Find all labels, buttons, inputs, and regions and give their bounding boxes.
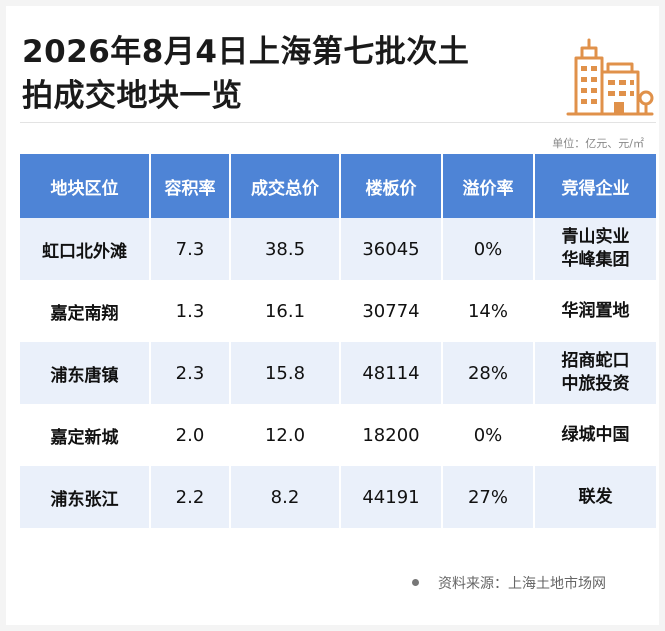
buildings-icon: [566, 38, 654, 116]
table-row: 虹口北外滩 7.3 38.5 36045 0% 青山实业 华峰集团: [20, 218, 656, 280]
header-location: 地块区位: [20, 154, 151, 218]
winner-name: 中旅投资: [561, 374, 630, 394]
title-line-2: 拍成交地块一览: [22, 78, 243, 114]
infographic-card: 2026年8月4日上海第七批次土 拍成交地块一览 单位: [6, 6, 659, 625]
winner-name: 华润置地: [561, 300, 630, 321]
cell-far: 2.0: [150, 404, 231, 466]
cell-winner: 绿城中国: [534, 404, 656, 466]
table-header-row: 地块区位 容积率 成交总价 楼板价 溢价率 竞得企业: [20, 154, 656, 218]
cell-premium: 0%: [442, 404, 535, 466]
cell-location: 嘉定新城: [20, 404, 151, 466]
table-row: 浦东唐镇 2.3 15.8 48114 28% 招商蛇口 中旅投资: [20, 342, 656, 404]
cell-floor-price: 48114: [340, 342, 443, 404]
winner-name: 联发: [578, 486, 613, 507]
header-winner: 竞得企业: [534, 154, 656, 218]
header-floor-price: 楼板价: [340, 154, 443, 218]
bullet-dot-icon: [412, 578, 419, 586]
cell-total: 8.2: [230, 466, 341, 528]
header-total: 成交总价: [230, 154, 341, 218]
cell-far: 2.3: [150, 342, 231, 404]
cell-floor-price: 30774: [340, 280, 443, 342]
source-note: 资料来源：上海土地市场网: [412, 573, 606, 593]
cell-winner: 华润置地: [534, 280, 656, 342]
title-line-1: 2026年8月4日上海第七批次土: [22, 34, 470, 70]
cell-total: 15.8: [230, 342, 341, 404]
cell-location: 嘉定南翔: [20, 280, 151, 342]
cell-premium: 0%: [442, 218, 535, 280]
land-deals-table: 地块区位 容积率 成交总价 楼板价 溢价率 竞得企业 虹口北外滩 7.3 38.…: [20, 154, 656, 528]
cell-total: 38.5: [230, 218, 341, 280]
cell-location: 虹口北外滩: [20, 218, 151, 280]
title-divider: [20, 122, 656, 123]
winner-name: 招商蛇口: [561, 351, 630, 371]
cell-floor-price: 36045: [340, 218, 443, 280]
winner-name: 绿城中国: [561, 424, 630, 445]
cell-winner: 青山实业 华峰集团: [534, 218, 656, 280]
cell-total: 12.0: [230, 404, 341, 466]
winner-name: 青山实业: [561, 227, 630, 247]
cell-floor-price: 18200: [340, 404, 443, 466]
page-title: 2026年8月4日上海第七批次土 拍成交地块一览: [22, 30, 469, 118]
header-premium: 溢价率: [442, 154, 535, 218]
winner-name: 华峰集团: [561, 250, 630, 270]
table-row: 嘉定新城 2.0 12.0 18200 0% 绿城中国: [20, 404, 656, 466]
cell-premium: 28%: [442, 342, 535, 404]
header-far: 容积率: [150, 154, 231, 218]
cell-total: 16.1: [230, 280, 341, 342]
cell-floor-price: 44191: [340, 466, 443, 528]
cell-location: 浦东张江: [20, 466, 151, 528]
cell-premium: 27%: [442, 466, 535, 528]
cell-far: 7.3: [150, 218, 231, 280]
cell-far: 1.3: [150, 280, 231, 342]
cell-location: 浦东唐镇: [20, 342, 151, 404]
table-row: 嘉定南翔 1.3 16.1 30774 14% 华润置地: [20, 280, 656, 342]
cell-winner: 联发: [534, 466, 656, 528]
table-row: 浦东张江 2.2 8.2 44191 27% 联发: [20, 466, 656, 528]
cell-winner: 招商蛇口 中旅投资: [534, 342, 656, 404]
unit-note: 单位：亿元、元/㎡: [552, 137, 644, 150]
cell-premium: 14%: [442, 280, 535, 342]
cell-far: 2.2: [150, 466, 231, 528]
source-text: 资料来源：上海土地市场网: [438, 576, 606, 592]
